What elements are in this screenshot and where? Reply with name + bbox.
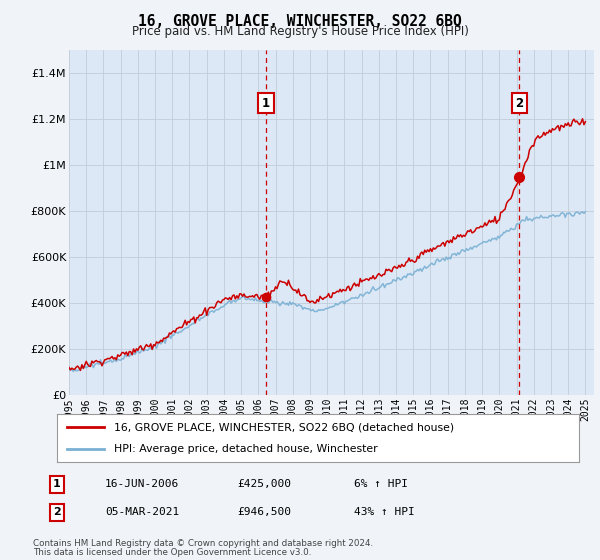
Text: 1: 1 [262,97,270,110]
Text: 16, GROVE PLACE, WINCHESTER, SO22 6BQ (detached house): 16, GROVE PLACE, WINCHESTER, SO22 6BQ (d… [115,422,455,432]
Text: £425,000: £425,000 [237,479,291,489]
Text: 05-MAR-2021: 05-MAR-2021 [105,507,179,517]
Text: 1: 1 [53,479,61,489]
Text: 2: 2 [53,507,61,517]
Text: 16-JUN-2006: 16-JUN-2006 [105,479,179,489]
Text: This data is licensed under the Open Government Licence v3.0.: This data is licensed under the Open Gov… [33,548,311,557]
Text: Price paid vs. HM Land Registry's House Price Index (HPI): Price paid vs. HM Land Registry's House … [131,25,469,38]
Text: 16, GROVE PLACE, WINCHESTER, SO22 6BQ: 16, GROVE PLACE, WINCHESTER, SO22 6BQ [138,14,462,29]
Text: 2: 2 [515,97,524,110]
Text: HPI: Average price, detached house, Winchester: HPI: Average price, detached house, Winc… [115,444,378,454]
Text: 6% ↑ HPI: 6% ↑ HPI [354,479,408,489]
Text: £946,500: £946,500 [237,507,291,517]
Text: Contains HM Land Registry data © Crown copyright and database right 2024.: Contains HM Land Registry data © Crown c… [33,539,373,548]
Text: 43% ↑ HPI: 43% ↑ HPI [354,507,415,517]
